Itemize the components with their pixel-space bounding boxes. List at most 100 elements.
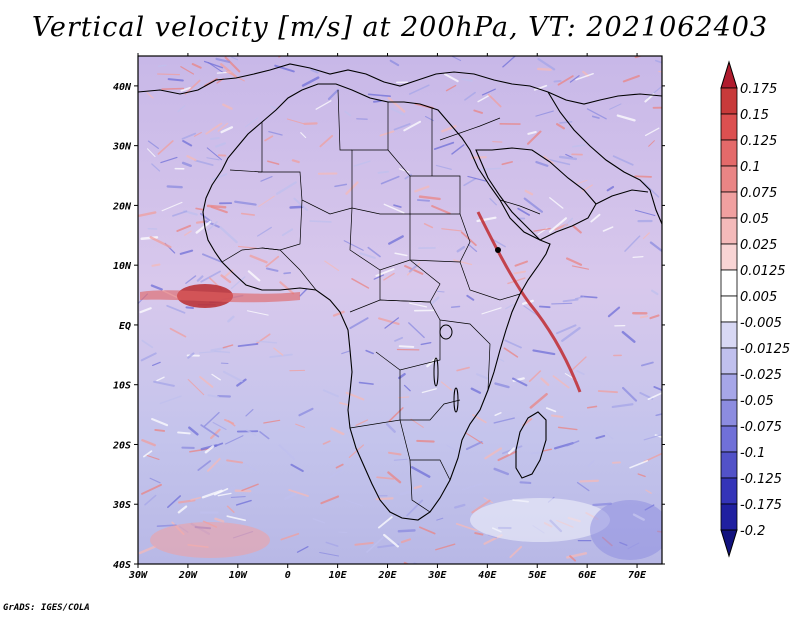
field-streak: [358, 381, 374, 385]
field-streak: [206, 147, 223, 161]
field-streak: [234, 200, 257, 206]
field-streak: [298, 407, 314, 417]
field-streak: [335, 463, 344, 469]
field-streak: [185, 306, 194, 310]
field-streak: [151, 263, 161, 267]
field-streak: [226, 515, 247, 522]
field-streak: [156, 376, 165, 382]
field-streak: [206, 204, 227, 209]
field-streak: [197, 460, 211, 471]
field-streak: [192, 79, 212, 89]
colorbar-label: -0.1: [740, 446, 765, 461]
field-streak: [245, 429, 257, 437]
field-streak: [339, 402, 350, 406]
field-streak: [462, 482, 483, 491]
field-streak: [179, 249, 194, 255]
field-streak: [660, 167, 662, 169]
field-streak: [269, 353, 293, 359]
field-streak: [443, 73, 459, 83]
field-streak: [312, 518, 326, 524]
field-streak: [212, 421, 227, 431]
map-panel: 30W 20W 10W 0 10E 20E 30E 40E 50E 60E 70E 40N 30N 20…: [112, 53, 665, 581]
field-streak: [575, 72, 594, 81]
field-streak: [141, 339, 154, 349]
field-streak: [258, 195, 275, 207]
field-streak: [592, 502, 613, 507]
field-streak: [497, 357, 505, 362]
field-streak: [394, 252, 408, 257]
colorbar-label: -0.025: [740, 368, 782, 383]
field-streak: [637, 473, 646, 478]
field-streak: [414, 185, 430, 193]
field-streak: [219, 226, 238, 244]
field-streak: [456, 245, 466, 253]
field-streak: [157, 64, 167, 68]
colorbar-label: 0.005: [740, 290, 777, 305]
field-streak: [483, 497, 493, 504]
field-streak: [332, 310, 345, 317]
field-streak: [186, 155, 197, 162]
field-streak: [505, 304, 514, 310]
field-streak: [611, 403, 634, 409]
field-streak: [377, 170, 390, 174]
field-streak: [230, 276, 246, 289]
colorbar-label: 0.15: [740, 108, 769, 123]
field-streak: [484, 447, 503, 460]
field-streak: [642, 181, 660, 198]
field-streak: [380, 175, 400, 185]
field-streak: [572, 144, 586, 148]
field-streak: [344, 110, 352, 117]
field-streak: [379, 130, 395, 137]
lat-label: 20S: [112, 440, 131, 451]
field-streak: [178, 499, 196, 504]
field-streak: [473, 109, 483, 114]
field-streak: [528, 370, 542, 383]
field-streak: [388, 407, 404, 422]
field-streak: [634, 175, 652, 178]
colorbar-label: -0.005: [740, 316, 782, 331]
field-streak: [436, 517, 444, 521]
field-streak: [260, 175, 273, 182]
field-streak: [413, 485, 422, 490]
lat-label: 40N: [113, 82, 132, 93]
coastlines: [138, 63, 662, 521]
field-streak: [403, 384, 411, 392]
field-streak: [376, 476, 395, 480]
colorbar-segment: [720, 347, 738, 375]
colorbar-segment: [720, 217, 738, 245]
field-streak: [393, 458, 408, 461]
field-streak: [571, 265, 590, 270]
field-streak: [450, 305, 461, 309]
field-streak: [475, 373, 489, 380]
field-streak: [647, 392, 662, 401]
field-streak: [513, 270, 526, 275]
field-streak: [384, 317, 400, 329]
field-streak: [397, 529, 416, 533]
field-streak: [537, 67, 552, 71]
field-streak: [464, 91, 476, 101]
field-streak: [226, 505, 235, 513]
field-streak: [182, 140, 193, 147]
field-streak: [386, 423, 396, 433]
field-streak: [477, 94, 491, 103]
field-streak: [512, 377, 528, 387]
field-streak: [273, 347, 284, 356]
field-streak: [150, 284, 163, 291]
field-streak: [211, 373, 221, 381]
field-streak: [408, 302, 428, 308]
field-streak: [524, 189, 534, 196]
field-streak: [354, 541, 374, 546]
field-streak: [590, 213, 601, 223]
ascent-streak-somali: [476, 211, 582, 393]
field-texture: [138, 56, 662, 564]
field-streak: [167, 495, 182, 509]
field-streak: [408, 84, 430, 95]
field-streak: [322, 389, 339, 398]
field-streak: [289, 205, 304, 209]
field-streak: [180, 66, 195, 75]
field-streak: [274, 64, 295, 73]
field-streak: [214, 517, 225, 523]
field-streak: [320, 495, 340, 505]
field-streak: [212, 442, 224, 448]
field-streak: [597, 390, 618, 394]
